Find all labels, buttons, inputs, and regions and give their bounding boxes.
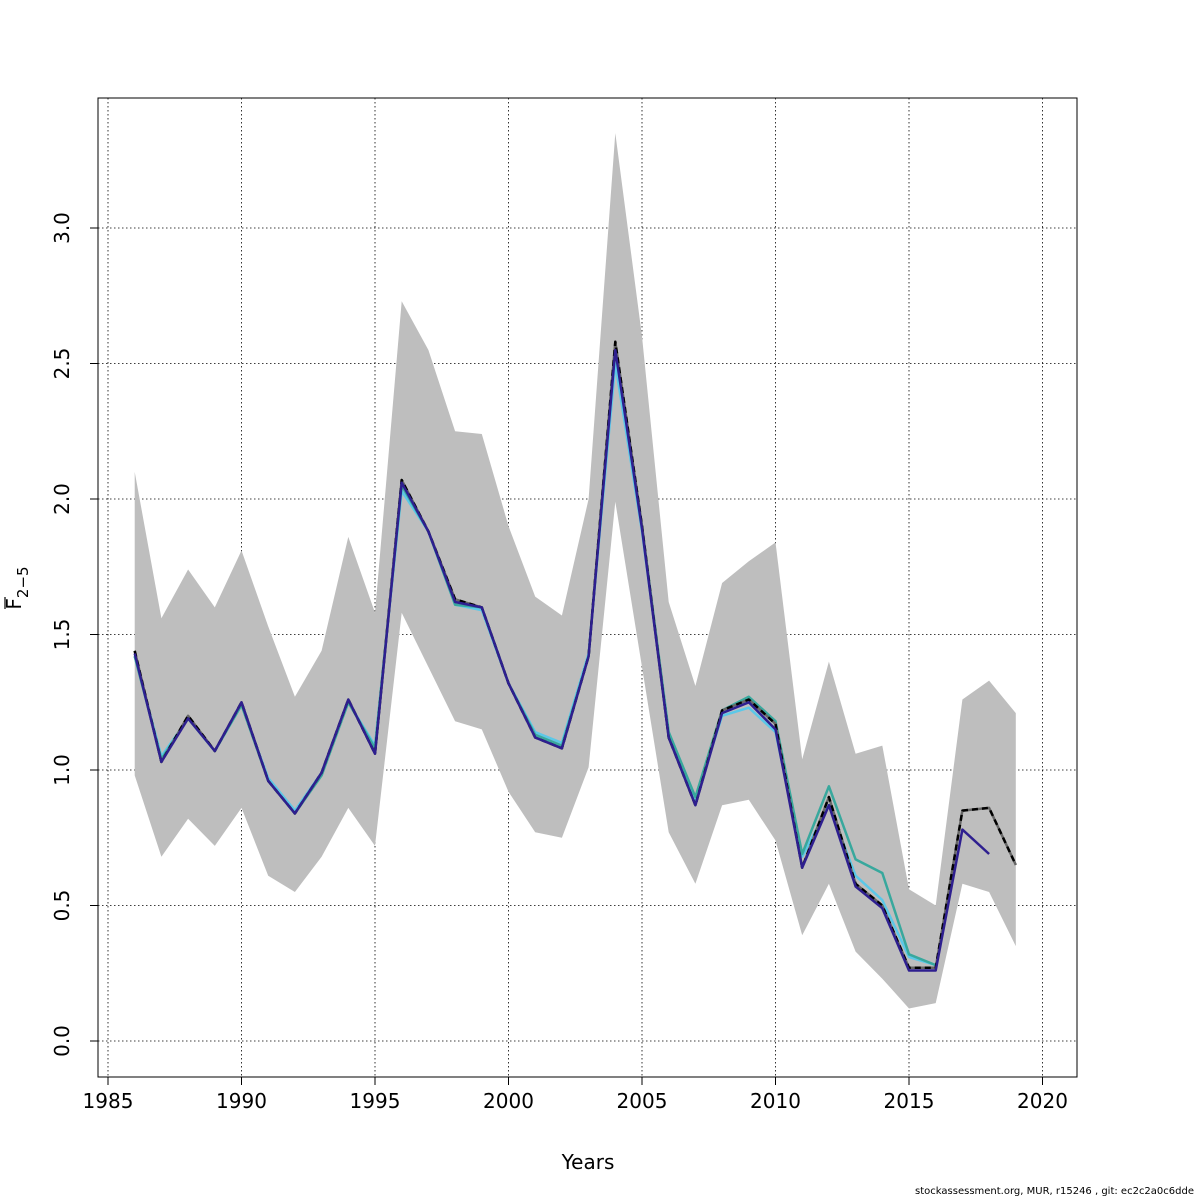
confidence-band-area [134, 133, 1016, 1009]
y-tick-label-5: 2.5 [50, 348, 74, 380]
y-tick-label-4: 2.0 [50, 483, 74, 515]
x-tick-label-2020: 2020 [1017, 1089, 1068, 1113]
x-tick-label-2000: 2000 [483, 1089, 534, 1113]
y-axis: 0.0 0.5 1.0 1.5 2.0 2.5 3.0 [50, 212, 99, 1057]
svg-text:F2−5: F2−5 [2, 566, 32, 609]
y-tick-label-2: 1.0 [50, 754, 74, 786]
y-tick-label-6: 3.0 [50, 212, 74, 244]
x-tick-label-1995: 1995 [350, 1089, 401, 1113]
x-axis: 1985 1990 1995 2000 2005 2010 2015 2020 [83, 1076, 1068, 1113]
x-axis-title: Years [561, 1150, 615, 1174]
y-axis-title: F2−5 [2, 566, 32, 609]
y-tick-label-0: 0.0 [50, 1025, 74, 1057]
series-lines [133, 340, 1017, 972]
series-line-3 [133, 348, 990, 972]
confidence-band [134, 133, 1016, 1009]
x-tick-label-2005: 2005 [617, 1089, 668, 1113]
x-tick-label-1985: 1985 [83, 1089, 134, 1113]
y-axis-title-main: F [2, 598, 26, 610]
y-axis-title-sub: 2−5 [14, 566, 32, 598]
footer-credit: stockassessment.org, MUR, r15246 , git: … [915, 1186, 1194, 1197]
x-tick-label-1990: 1990 [216, 1089, 267, 1113]
x-tick-label-2010: 2010 [750, 1089, 801, 1113]
x-tick-label-2015: 2015 [884, 1089, 935, 1113]
y-tick-label-3: 1.5 [50, 619, 74, 651]
y-tick-label-1: 0.5 [50, 890, 74, 922]
